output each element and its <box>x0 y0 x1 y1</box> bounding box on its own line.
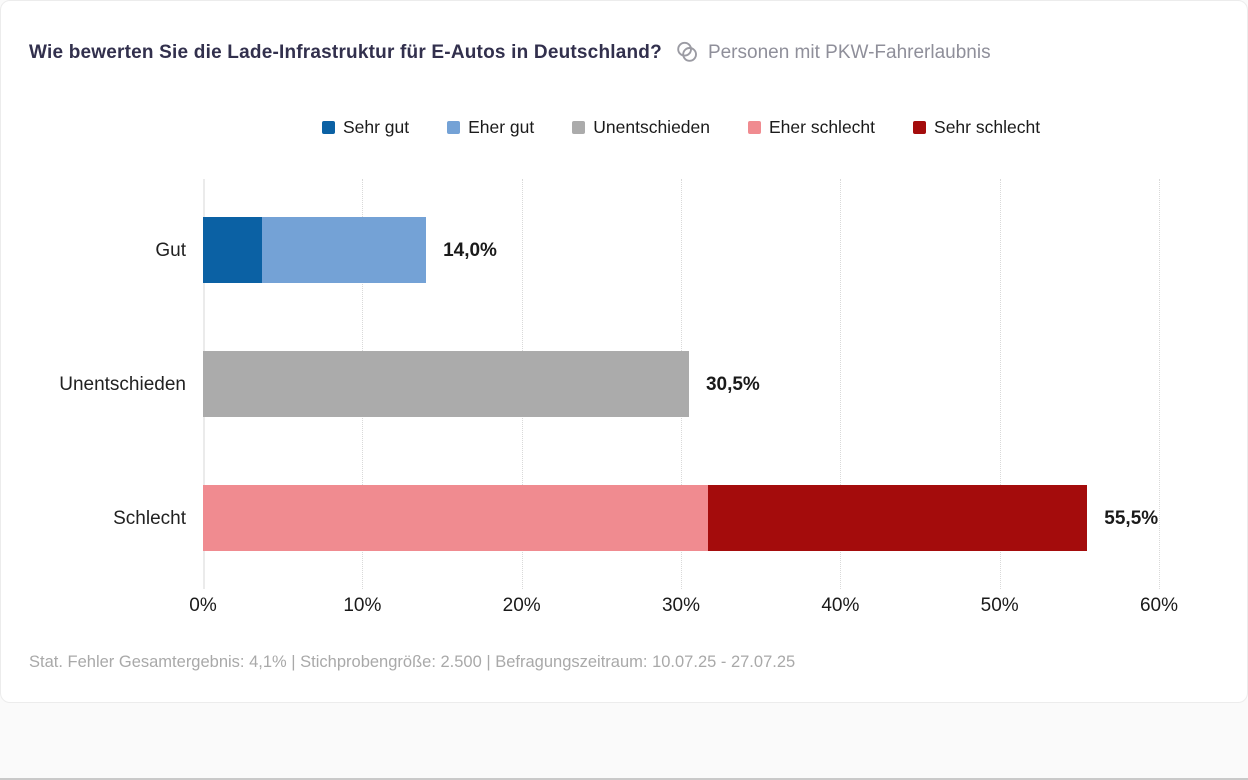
bar-segment-sehr-gut[interactable] <box>203 217 262 283</box>
audience-label: Personen mit PKW-Fahrerlaubnis <box>707 41 991 63</box>
legend-swatch-icon <box>748 121 761 134</box>
legend-item-3[interactable]: Unentschieden <box>572 117 710 138</box>
chart-card: Wie bewerten Sie die Lade-Infrastruktur … <box>0 0 1248 703</box>
category-label: Gut <box>155 240 186 261</box>
bar-segment-sehr-schlecht[interactable] <box>708 485 1088 551</box>
legend-swatch-icon <box>321 121 335 134</box>
bar-schlecht[interactable] <box>203 485 1088 551</box>
legend-label: Sehr gut <box>342 117 410 137</box>
chart-plot-area: 0% 10% 20% 30% 40% 50% 60% Gut 14,0% Unentschiede… <box>1 1 1248 704</box>
legend-swatch-icon <box>913 121 927 134</box>
legend-label: Eher schlecht <box>769 117 876 137</box>
gridline <box>999 179 1001 589</box>
legend-swatch-icon <box>572 121 586 134</box>
legend-item-4[interactable]: Eher schlecht <box>748 117 875 138</box>
x-axis-tick-label: 60% <box>1139 595 1179 616</box>
chart-legend: Sehr gut Eher gut Unentschieden Eher schlec… <box>203 117 1159 138</box>
bar-value-label: 55,5% <box>1104 508 1159 529</box>
category-label: Schlecht <box>113 508 186 529</box>
legend-swatch-icon <box>447 121 461 134</box>
legend-label: Unentschieden <box>593 117 710 137</box>
survey-footnote: Stat. Fehler Gesamtergebnis: 4,1% | Stic… <box>29 653 796 671</box>
gridline <box>1159 179 1160 589</box>
x-axis-tick-label: 50% <box>980 595 1019 616</box>
category-label: Unentschieden <box>59 374 186 395</box>
legend-label: Sehr schlecht <box>934 117 1041 137</box>
bar-segment-eher-gut[interactable] <box>261 217 427 283</box>
chart-title: Wie bewerten Sie die Lade-Infrastruktur … <box>29 41 662 63</box>
overlapping-circles-icon <box>676 41 699 64</box>
bar-value-label: 30,5% <box>705 374 760 395</box>
legend-label: Eher gut <box>468 117 535 137</box>
audience-badge[interactable]: Personen mit PKW-Fahrerlaubnis <box>676 41 991 64</box>
bar-segment-unentschieden[interactable] <box>203 351 689 417</box>
x-axis-tick-label: 30% <box>661 595 701 616</box>
x-axis-tick-label: 20% <box>502 595 541 616</box>
legend-item-1[interactable]: Sehr gut <box>321 117 410 138</box>
bar-unentschieden[interactable] <box>203 351 689 417</box>
bar-value-label: 14,0% <box>443 240 497 261</box>
x-axis-tick-label: 40% <box>821 595 860 616</box>
bar-gut[interactable] <box>203 217 427 283</box>
bar-segment-eher-schlecht[interactable] <box>203 485 709 551</box>
gridline <box>840 179 842 589</box>
legend-item-2[interactable]: Eher gut <box>447 117 534 138</box>
page-bottom-edge <box>0 778 1248 780</box>
x-axis-tick-label: 10% <box>343 595 382 616</box>
chart-header: Wie bewerten Sie die Lade-Infrastruktur … <box>29 41 1219 64</box>
x-axis-tick-label: 0% <box>189 595 217 616</box>
legend-item-5[interactable]: Sehr schlecht <box>913 117 1040 138</box>
